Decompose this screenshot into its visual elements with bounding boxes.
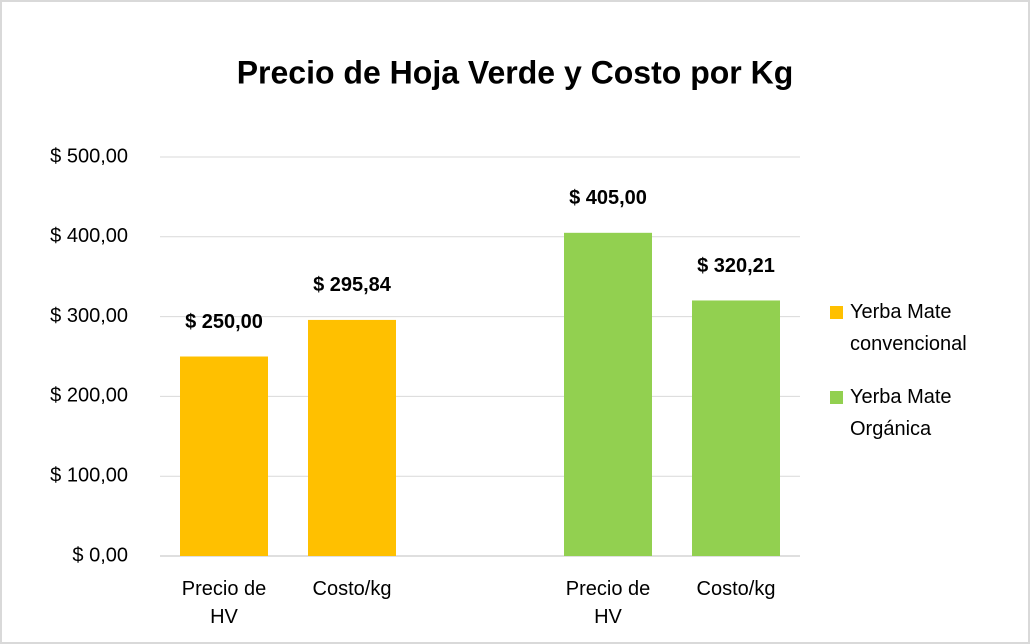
y-tick-label: $ 200,00 [50,385,128,407]
bar [180,356,268,556]
x-tick-label: Costo/kg [313,578,392,600]
data-label: $ 250,00 [185,311,263,333]
bar [692,300,780,556]
x-tick-label: Precio de HV [566,578,651,628]
bar [564,232,652,556]
y-tick-label: $ 300,00 [50,305,128,327]
data-label: $ 295,84 [313,274,392,296]
data-label: $ 320,21 [697,255,775,277]
legend-swatch [830,391,843,404]
legend-swatch [830,306,843,319]
chart-title: Precio de Hoja Verde y Costo por Kg [237,54,794,90]
y-tick-label: $ 100,00 [50,464,128,486]
data-label: $ 405,00 [569,187,647,209]
x-tick-label: Costo/kg [697,578,776,600]
x-tick-label: Precio de HV [182,578,267,628]
y-tick-label: $ 400,00 [50,225,128,247]
bar [308,319,396,556]
legend-label: Yerba Mate Orgánica [850,386,952,440]
y-tick-label: $ 500,00 [50,145,128,167]
legend-label: Yerba Mate convencional [850,301,967,355]
y-tick-label: $ 0,00 [72,544,128,566]
